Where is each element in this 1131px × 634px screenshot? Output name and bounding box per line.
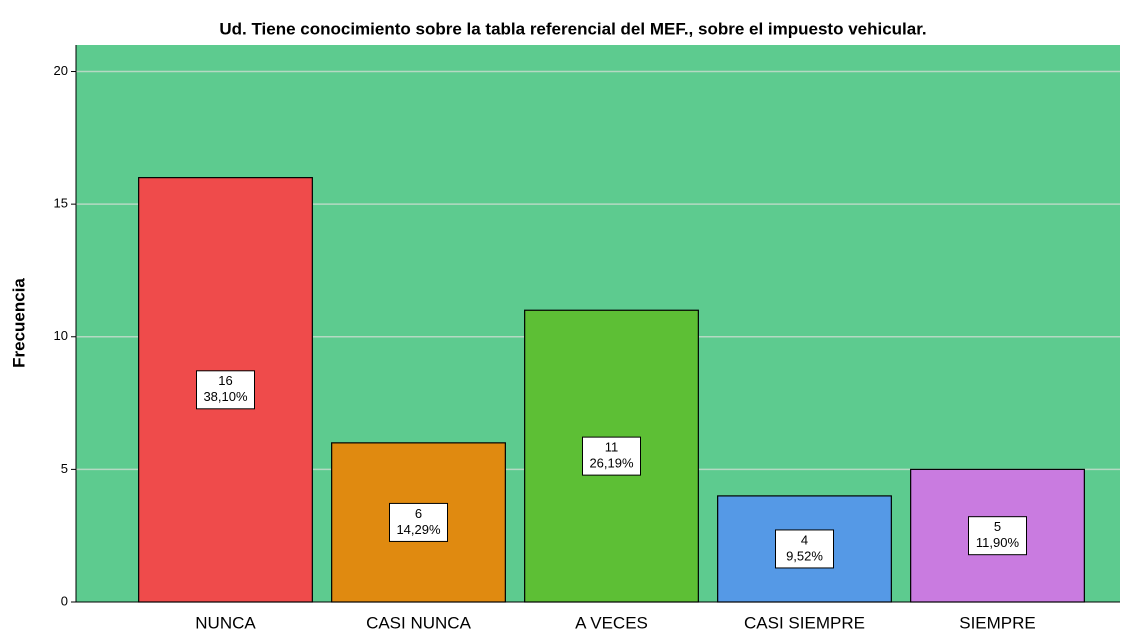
data-label: 11 — [605, 440, 619, 455]
data-label: 4 — [801, 532, 808, 547]
x-tick-label: NUNCA — [195, 613, 256, 632]
data-label-box — [582, 436, 641, 476]
data-label-box — [775, 529, 834, 569]
data-label: 16 — [218, 373, 232, 388]
x-tick-label: SIEMPRE — [959, 613, 1036, 632]
y-tick-label: 10 — [54, 328, 68, 343]
percent-label: 38,10% — [203, 389, 248, 404]
percent-label: 11,90% — [976, 535, 1020, 550]
percent-label: 26,19% — [589, 456, 634, 471]
y-tick-label: 0 — [61, 593, 68, 608]
data-label-box — [968, 516, 1027, 556]
percent-label: 14,29% — [396, 522, 441, 537]
y-tick-label: 20 — [54, 63, 68, 78]
percent-label: 9,52% — [786, 548, 823, 563]
x-tick-label: A VECES — [575, 613, 648, 632]
data-label-box — [196, 370, 255, 410]
y-tick-label: 15 — [54, 196, 68, 211]
y-tick-label: 5 — [61, 461, 68, 476]
x-tick-label: CASI SIEMPRE — [744, 613, 865, 632]
data-label-box — [389, 502, 448, 542]
chart-title: Ud. Tiene conocimiento sobre la tabla re… — [219, 19, 926, 38]
y-axis-label: Frecuencia — [9, 278, 28, 368]
data-label: 5 — [994, 519, 1001, 534]
data-label: 6 — [415, 506, 422, 521]
x-tick-label: CASI NUNCA — [366, 613, 472, 632]
